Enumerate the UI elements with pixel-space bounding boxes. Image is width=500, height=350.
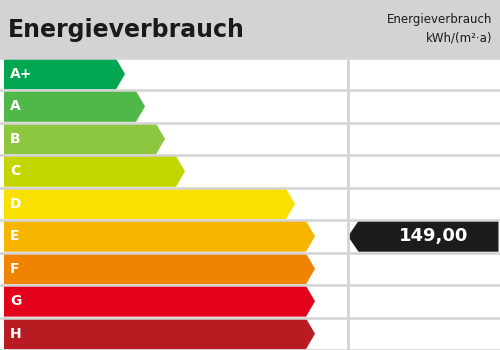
Text: Energieverbrauch: Energieverbrauch <box>8 18 244 42</box>
Text: B: B <box>10 132 20 146</box>
Text: G: G <box>10 294 22 308</box>
Text: Energieverbrauch
kWh/(m²·a): Energieverbrauch kWh/(m²·a) <box>387 13 492 44</box>
Text: E: E <box>10 229 20 243</box>
Text: A+: A+ <box>10 67 32 81</box>
Text: 149,00: 149,00 <box>399 228 468 245</box>
Text: D: D <box>10 197 22 211</box>
Text: F: F <box>10 262 20 276</box>
Text: A: A <box>10 99 21 113</box>
Text: H: H <box>10 327 22 341</box>
Text: C: C <box>10 164 20 178</box>
